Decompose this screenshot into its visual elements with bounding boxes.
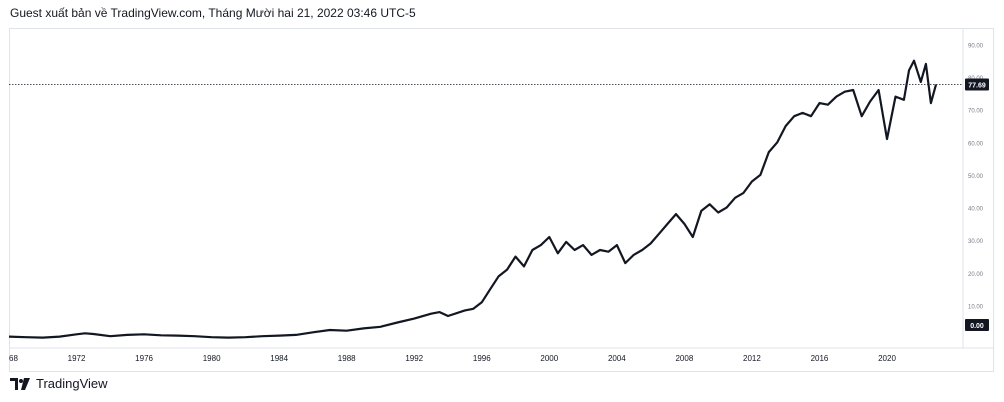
chart-frame	[9, 28, 994, 372]
x-tick-label: 2004	[608, 354, 626, 363]
x-tick-label: 68	[9, 354, 18, 363]
x-tick-label: 1980	[203, 354, 221, 363]
y-tick-label: 90.00	[968, 43, 984, 49]
last-value-badge	[965, 78, 989, 91]
x-tick-label: 2016	[811, 354, 829, 363]
x-tick-label: 1976	[135, 354, 153, 363]
publish-caption: Guest xuất bản về TradingView.com, Tháng…	[10, 6, 416, 20]
y-tick-label: 70.00	[968, 109, 984, 115]
x-tick-label: 1988	[338, 354, 356, 363]
x-tick-label: 1984	[270, 354, 288, 363]
last-value-label: 77.69	[968, 83, 986, 90]
y-tick-label: 50.00	[968, 174, 984, 180]
y-tick-label: 20.00	[968, 272, 984, 278]
x-tick-label: 2020	[878, 354, 896, 363]
x-tick-label: 1972	[68, 354, 86, 363]
tradingview-logo-icon	[10, 377, 30, 390]
tradingview-logo[interactable]: TradingView	[10, 376, 108, 391]
x-tick-label: 2008	[675, 354, 693, 363]
x-tick-label: 2000	[540, 354, 558, 363]
x-tick-label: 1996	[473, 354, 491, 363]
y-tick-label: 60.00	[968, 141, 984, 147]
y-tick-label: 40.00	[968, 207, 984, 213]
zero-badge	[965, 319, 989, 331]
x-tick-label: 1992	[405, 354, 423, 363]
price-series-line	[8, 59, 938, 339]
x-tick-label: 2012	[743, 354, 761, 363]
tradingview-logo-text: TradingView	[36, 376, 108, 391]
y-tick-label: 30.00	[968, 239, 984, 245]
y-tick-label: 10.00	[968, 305, 984, 311]
zero-label: 0.00	[970, 323, 984, 330]
